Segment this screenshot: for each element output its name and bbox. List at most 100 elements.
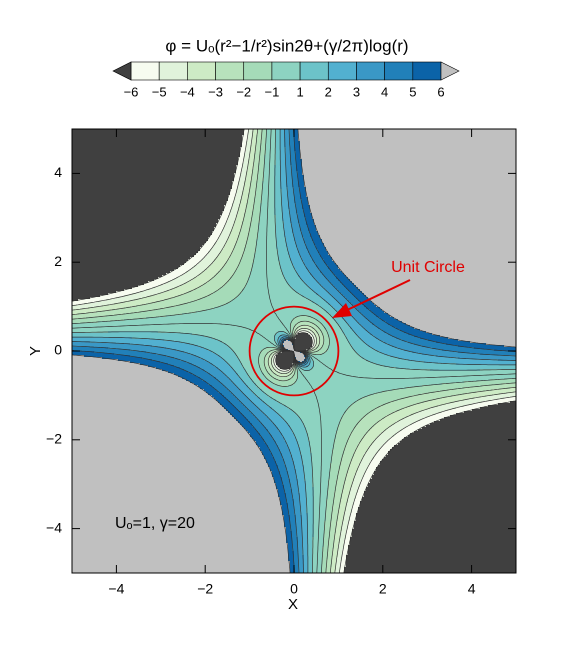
contour-band [306,221,315,224]
contour-band [72,451,263,454]
contour-band [298,181,305,184]
contour-band [348,501,355,504]
contour-band [308,199,516,202]
contour-band [306,507,315,510]
contour-band [226,409,239,412]
contour-band [314,363,377,366]
contour-band [340,419,361,422]
contour-band [328,491,335,494]
contour-band [284,515,291,518]
contour-band [226,243,237,246]
contour-band [308,197,516,200]
contour-band [296,211,305,214]
contour-band [334,261,516,264]
contour-band [216,223,227,226]
contour-band [398,357,459,360]
contour-band [234,177,241,180]
contour-band [340,463,351,466]
contour-band [354,427,373,430]
contour-band [222,405,235,408]
contour-band [274,349,283,352]
contour-band [314,497,329,500]
contour-band [296,167,303,170]
contour-band [250,273,283,276]
contour-band [296,475,305,478]
contour-band [264,363,269,366]
contour-band [212,277,231,280]
contour-band [294,465,305,468]
contour-band [294,353,305,356]
contour-band [300,495,307,498]
contour-band [266,145,277,148]
contour-band [278,467,287,470]
contour-band [72,517,285,520]
contour-band [72,283,145,286]
contour-band [340,503,347,506]
contour-band [256,181,263,184]
contour-band [308,565,313,568]
contour-band [230,365,243,368]
contour-band [278,365,293,368]
contour-band [72,165,237,168]
contour-band [350,489,359,492]
contour-band [280,175,287,178]
contour-band [208,239,219,242]
contour-band [366,471,375,474]
contour-band [72,157,239,160]
contour-band [370,309,383,312]
contour-band [236,169,243,172]
contour-band [72,543,289,546]
contour-band [412,395,453,398]
contour-band [260,143,267,146]
contour-band [336,569,341,572]
contour-band [280,475,289,478]
contour-band [314,333,319,336]
contour-band [280,497,287,500]
contour-band [242,171,247,174]
contour-band [358,353,385,356]
contour-band [350,313,363,316]
contour-band [248,129,255,132]
contour-band [328,493,335,496]
contour-band [72,339,165,342]
contour-band [282,511,289,514]
contour-band [300,449,311,452]
contour-band [326,277,337,280]
contour-band [266,403,283,406]
contour-band [362,357,399,360]
contour-band [308,543,313,546]
contour-band [218,255,231,258]
contour-band [274,213,283,216]
contour-band [394,435,409,438]
contour-band [288,201,295,204]
contour-band [72,233,213,236]
contour-band [334,497,343,500]
contour-band [72,243,205,246]
contour-band [236,219,245,222]
contour-band [238,295,303,298]
contour-band [152,287,175,290]
contour-band [72,553,289,556]
contour-band [274,179,281,182]
contour-band [366,317,381,320]
contour-band [418,411,443,414]
contour-band [426,331,516,334]
contour-band [232,185,239,188]
contour-band [288,445,299,448]
contour-band [322,347,329,350]
contour-band [288,513,295,516]
contour-band [72,457,265,460]
contour-band [322,549,329,552]
contour-band [238,265,253,268]
contour-band [358,465,369,468]
contour-band [262,141,267,144]
contour-band [258,175,265,178]
contour-band [282,197,289,200]
contour-band [240,147,247,150]
contour-band [306,427,339,430]
contour-band [250,271,283,274]
contour-band [72,281,149,284]
contour-band [396,367,516,370]
contour-band [280,137,285,140]
